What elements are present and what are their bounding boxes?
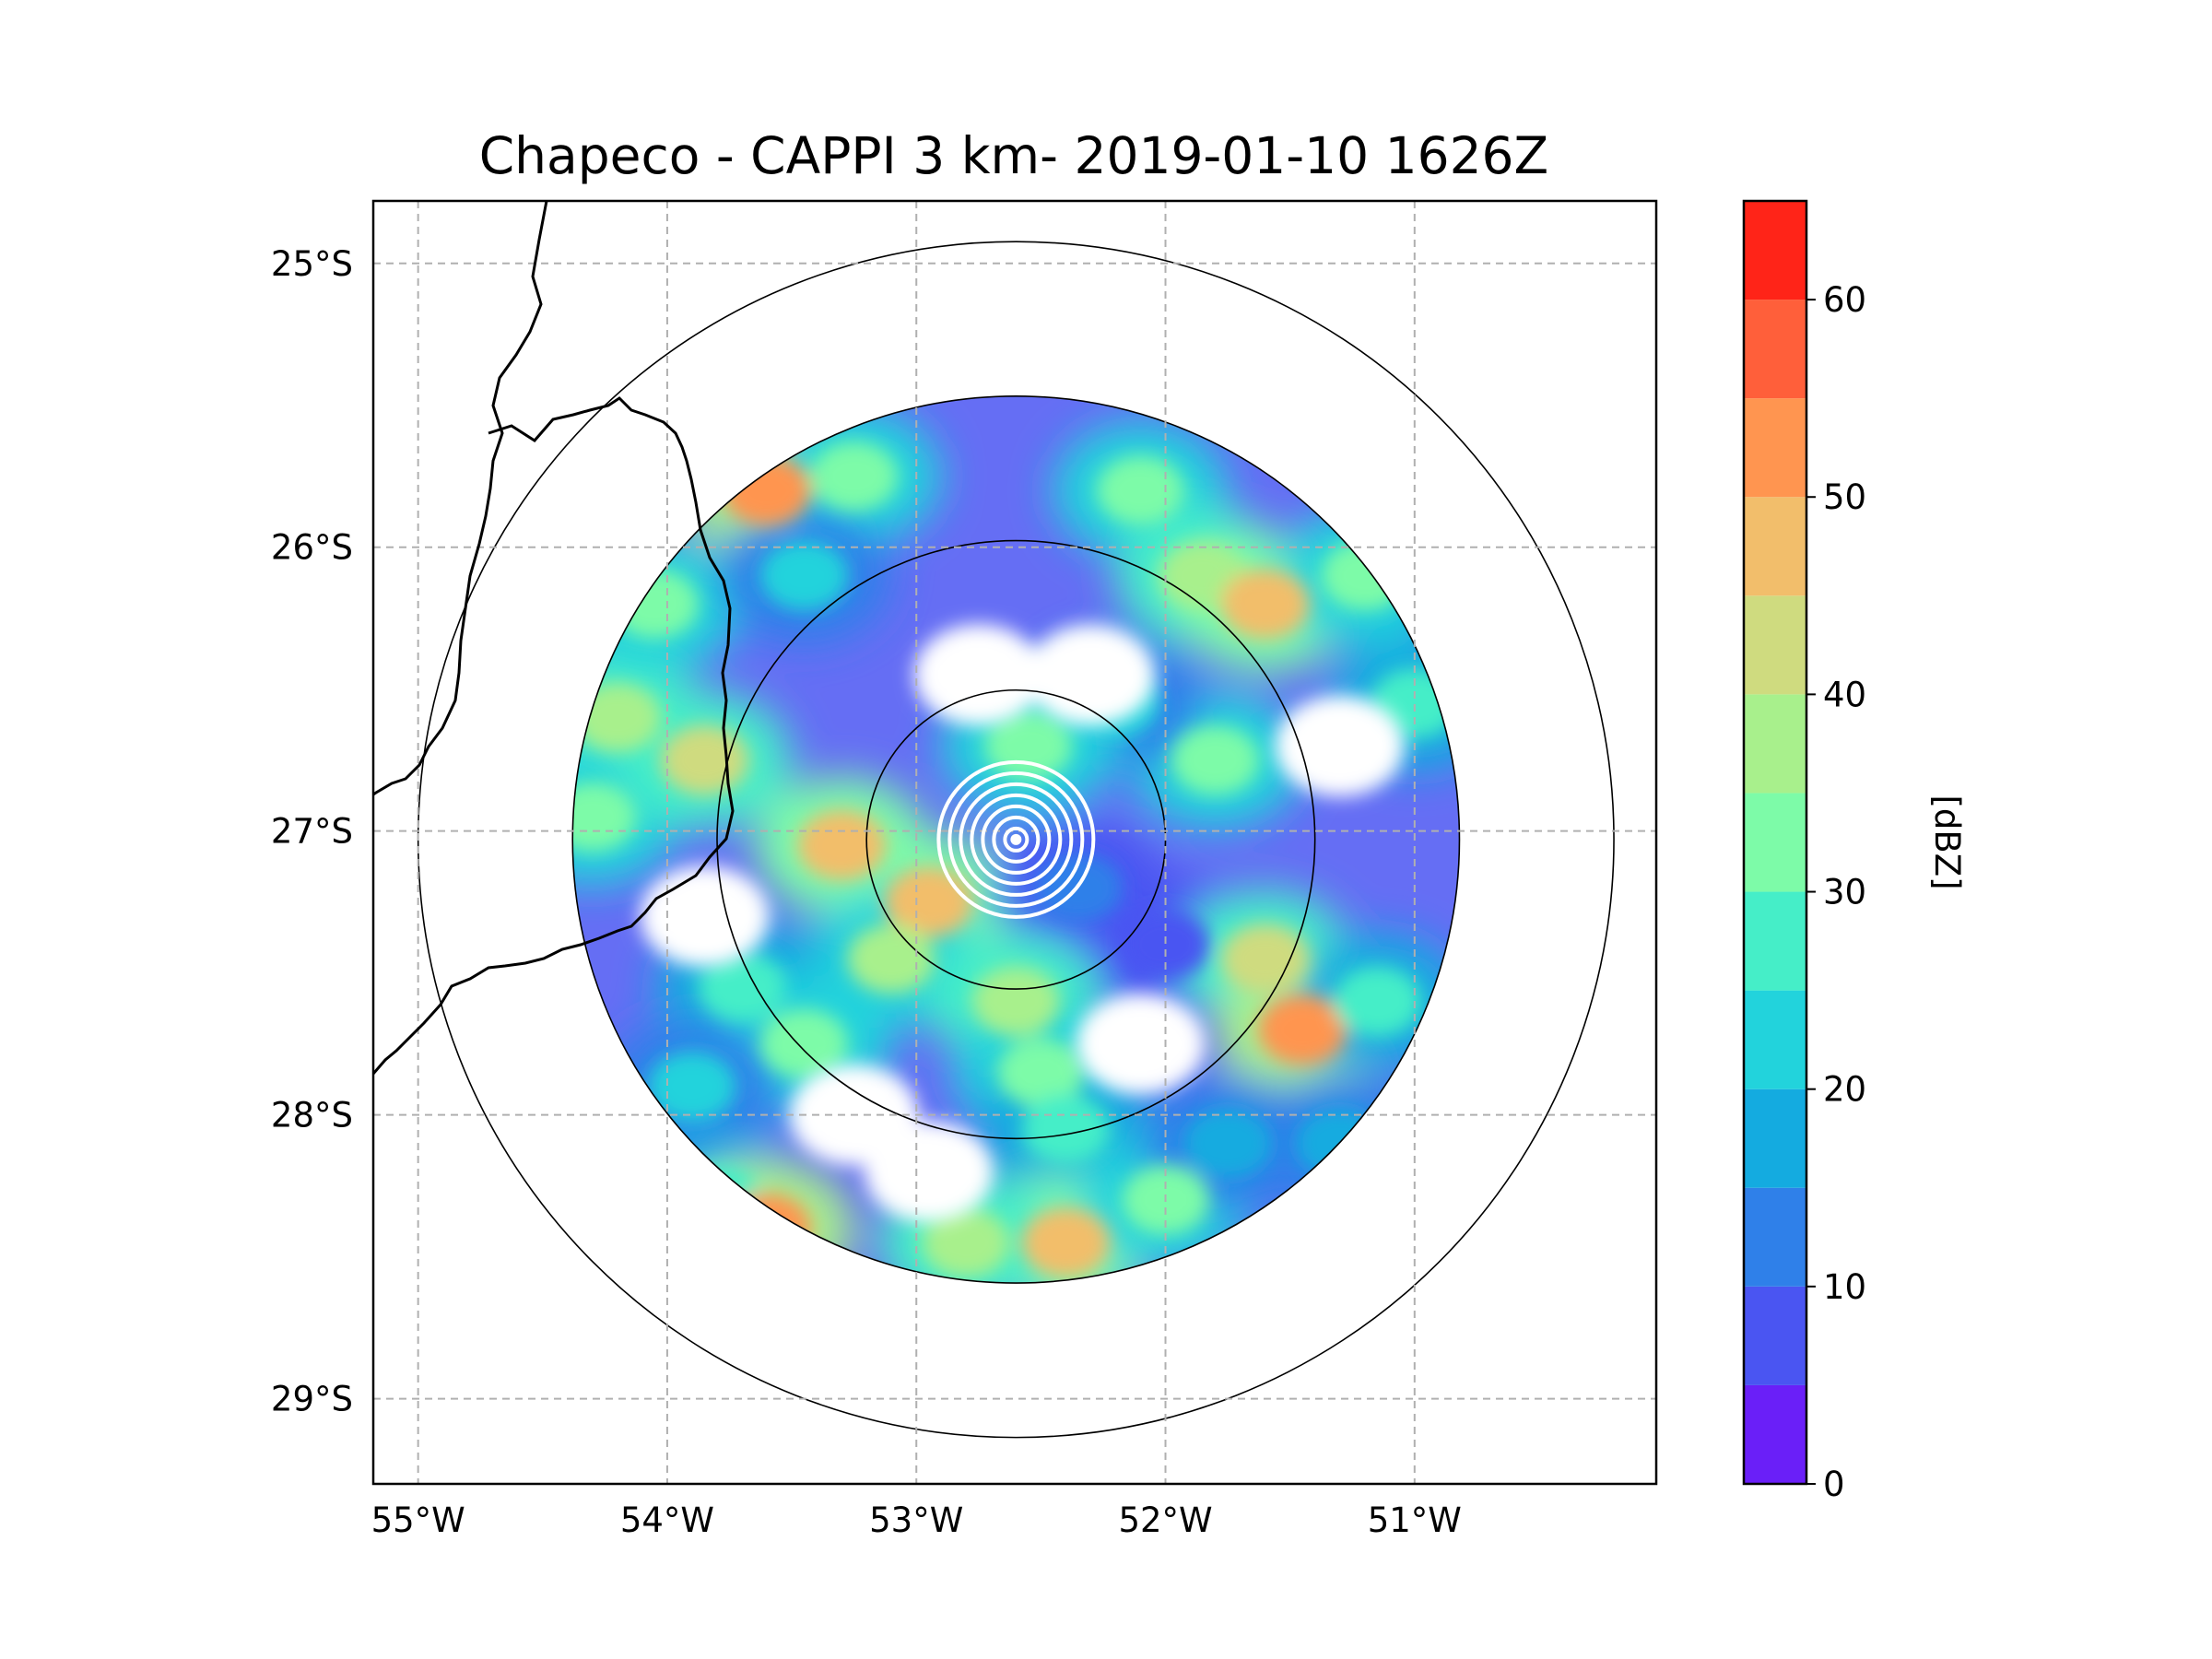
colorbar-tick-label: 40	[1823, 675, 1866, 714]
echo-cell-core	[1121, 909, 1210, 980]
colorbar-segment	[1744, 595, 1806, 695]
echo-cell-core	[1220, 924, 1310, 994]
range-ring	[571, 395, 1461, 1284]
colorbar-ticks: 0 10 20 30 40 50 60	[1806, 280, 1866, 1504]
x-tick-label: 54°W	[620, 1500, 714, 1540]
site-ring	[959, 782, 1074, 897]
echo-cell-core	[1171, 724, 1260, 795]
colorbar-tick-label: 20	[1823, 1070, 1866, 1110]
colorbar-segment	[1744, 1088, 1806, 1188]
echo-cell-core	[809, 441, 899, 512]
site-ring	[970, 793, 1063, 886]
x-tick-label: 52°W	[1118, 1500, 1212, 1540]
x-axis-ticks: 55°W 54°W 53°W 52°W 51°W	[371, 1500, 1462, 1540]
colorbar-tick-label: 0	[1823, 1465, 1845, 1504]
x-tick-label: 53°W	[869, 1500, 963, 1540]
echo-cell-core	[971, 966, 1061, 1037]
colorbar-segment	[1744, 694, 1806, 794]
echo-cell-core	[1333, 966, 1422, 1037]
colorbar-segment	[1744, 1187, 1806, 1287]
echo-cell-core	[759, 540, 849, 611]
site-ring	[947, 771, 1085, 908]
site-ring	[1003, 826, 1030, 853]
echo-cell-core	[647, 1051, 736, 1122]
y-tick-label: 25°S	[271, 244, 353, 284]
gridlines	[373, 201, 1656, 1484]
x-tick-label: 51°W	[1368, 1500, 1462, 1540]
map-frame	[371, 199, 1658, 1486]
y-tick-label: 29°S	[271, 1380, 353, 1419]
echo-cell-core	[1021, 1094, 1111, 1165]
x-tick-label: 55°W	[371, 1500, 465, 1540]
clear-air-patch	[1275, 695, 1405, 797]
y-tick-label: 26°S	[271, 528, 353, 568]
site-ring	[936, 759, 1096, 919]
clear-air-patch	[640, 865, 770, 968]
echo-cell-core	[1021, 1207, 1111, 1278]
chart-title: Chapeco - CAPPI 3 km- 2019-01-10 1626Z	[479, 126, 1548, 185]
colorbar-segment	[1744, 497, 1806, 596]
colorbar-segment	[1744, 398, 1806, 498]
colorbar-segment	[1744, 300, 1806, 399]
clear-air-patch	[1026, 624, 1156, 726]
colorbar-segment	[1744, 1286, 1806, 1385]
border-line-west	[373, 201, 548, 796]
echo-cell-core	[922, 1207, 1011, 1278]
echo-cell-core	[1096, 455, 1185, 526]
echo-cell-core	[847, 924, 936, 994]
colorbar-tick-label: 10	[1823, 1267, 1866, 1307]
range-ring	[716, 539, 1316, 1140]
colorbar-segments	[1744, 201, 1806, 1484]
colorbar: 0 10 20 30 40 50 60 [dBZ]	[1742, 199, 1967, 1504]
echo-cell-core	[1183, 1108, 1273, 1179]
colorbar-segment	[1744, 201, 1806, 300]
site-ring	[981, 804, 1052, 875]
y-tick-label: 27°S	[271, 812, 353, 852]
map-axes: 55°W 54°W 53°W 52°W 51°W 25°S 26°S 27°S 28°S 29°…	[271, 199, 1658, 1540]
colorbar-segment	[1744, 990, 1806, 1089]
clear-air-patch	[913, 624, 1043, 726]
clear-air-patch	[1076, 993, 1206, 1095]
echo-cell-core	[698, 952, 787, 1023]
colorbar-segment	[1744, 793, 1806, 892]
radar-site-marker	[936, 759, 1096, 919]
echo-cell-core	[996, 1037, 1086, 1108]
colorbar-label: [dBZ]	[1927, 794, 1967, 889]
echo-cell-core	[572, 782, 637, 853]
colorbar-tick-label: 60	[1823, 280, 1866, 320]
echo-cell-core	[1258, 994, 1347, 1065]
border-line-east	[373, 396, 735, 1075]
site-center	[1010, 833, 1022, 845]
echo-cell-core	[797, 810, 887, 881]
y-axis-ticks: 25°S 26°S 27°S 28°S 29°S	[271, 244, 353, 1419]
colorbar-segment	[1744, 891, 1806, 991]
site-ring	[992, 815, 1041, 864]
colorbar-tick-label: 50	[1823, 477, 1866, 517]
colorbar-frame	[1742, 199, 1808, 1486]
clear-air-patch	[864, 1121, 994, 1223]
colorbar-tick-label: 30	[1823, 873, 1866, 912]
colorbar-segment	[1744, 1384, 1806, 1484]
political-borders	[373, 201, 735, 1075]
y-tick-label: 28°S	[271, 1096, 353, 1135]
echo-cell-core	[1220, 569, 1310, 640]
